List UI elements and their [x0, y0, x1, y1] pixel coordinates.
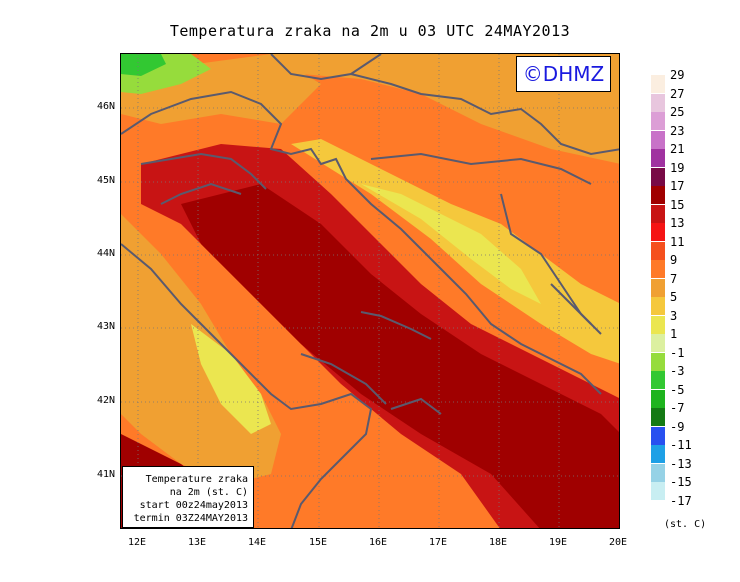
lon-label-17e: 17E	[428, 537, 448, 548]
info-line-4: termin 03Z24MAY2013	[133, 513, 248, 524]
legend-label: 15	[670, 197, 685, 212]
legend-label: 21	[670, 142, 685, 156]
legend-swatch	[651, 260, 665, 278]
field-cold-core	[121, 54, 166, 76]
legend-swatch	[651, 93, 665, 112]
legend-label: 13	[670, 216, 685, 230]
legend-label: 25	[670, 105, 685, 119]
temperature-map	[120, 53, 620, 529]
info-line-2: na 2m (st. C)	[169, 487, 248, 498]
lat-label-45n: 45N	[96, 175, 115, 186]
legend-label: -1	[670, 345, 685, 360]
legend-label: -5	[670, 382, 685, 397]
lat-label-41n: 41N	[96, 469, 115, 480]
legend-swatch	[651, 371, 665, 389]
legend-swatch	[651, 334, 665, 352]
lon-label-13e: 13E	[187, 537, 207, 548]
info-line-3: start 00z24may2013	[139, 500, 248, 511]
legend-swatch	[651, 463, 665, 482]
legend-swatch	[651, 408, 665, 426]
legend-label: -13	[670, 456, 692, 471]
legend-label: 19	[670, 160, 685, 175]
legend-units: (st. C)	[664, 519, 707, 530]
legend-label: -3	[670, 364, 685, 378]
legend-swatch	[651, 167, 665, 186]
field-dinaric	[291, 139, 619, 364]
grid-lines	[121, 54, 619, 528]
legend-label: -9	[670, 419, 685, 434]
legend-label: 3	[670, 308, 678, 323]
legend-swatch	[651, 204, 665, 223]
info-box: Temperature zraka na 2m (st. C) start 00…	[122, 466, 254, 528]
temperature-field	[121, 54, 619, 528]
legend-swatch	[651, 315, 665, 334]
lon-label-15e: 15E	[308, 537, 328, 548]
legend-swatch	[651, 297, 665, 315]
legend-swatch	[651, 352, 665, 371]
info-line-1: Temperature zraka	[145, 474, 248, 485]
legend-label: -11	[670, 438, 692, 452]
lon-label-12e: 12E	[127, 537, 147, 548]
lat-label-46n: 46N	[96, 101, 115, 112]
lat-label-44n: 44N	[96, 248, 115, 259]
legend-label: 27	[670, 86, 685, 101]
lat-label-42n: 42N	[96, 395, 115, 406]
legend-label: 7	[670, 271, 678, 286]
legend-label: -15	[670, 475, 692, 489]
lon-label-16e: 16E	[368, 537, 388, 548]
legend-label: -7	[670, 401, 685, 415]
legend-swatch	[651, 149, 665, 167]
lon-label-19e: 19E	[548, 537, 568, 548]
field-adriatic-warm	[181, 184, 619, 528]
lon-label-20e: 20E	[608, 537, 628, 548]
legend-swatch	[651, 75, 665, 93]
legend-label: 29	[670, 68, 685, 82]
legend-label: 9	[670, 253, 678, 267]
field-apennines	[191, 324, 271, 434]
lon-label-18e: 18E	[488, 537, 508, 548]
legend-swatch	[651, 278, 665, 297]
lat-label-43n: 43N	[96, 321, 115, 332]
dhmz-logo: ©DHMZ	[516, 56, 611, 92]
legend-swatch	[651, 426, 665, 445]
legend-label: -17	[670, 493, 692, 508]
legend-label: 11	[670, 234, 685, 249]
legend-swatch	[651, 130, 665, 149]
field-dinaric-high	[361, 184, 541, 304]
legend-label: 23	[670, 123, 685, 138]
map-title: Temperatura zraka na 2m u 03 UTC 24MAY20…	[169, 22, 571, 40]
coastline-lines	[121, 54, 619, 528]
legend-label: 1	[670, 327, 678, 341]
legend-swatch	[651, 241, 665, 260]
legend-swatch	[651, 445, 665, 463]
legend-swatch	[651, 482, 665, 500]
legend-swatch	[651, 112, 665, 130]
legend-label: 17	[670, 179, 685, 193]
legend-swatch	[651, 389, 665, 408]
legend-swatch	[651, 223, 665, 241]
lon-label-14e: 14E	[247, 537, 267, 548]
legend-label: 5	[670, 290, 678, 304]
legend-swatch	[651, 186, 665, 204]
